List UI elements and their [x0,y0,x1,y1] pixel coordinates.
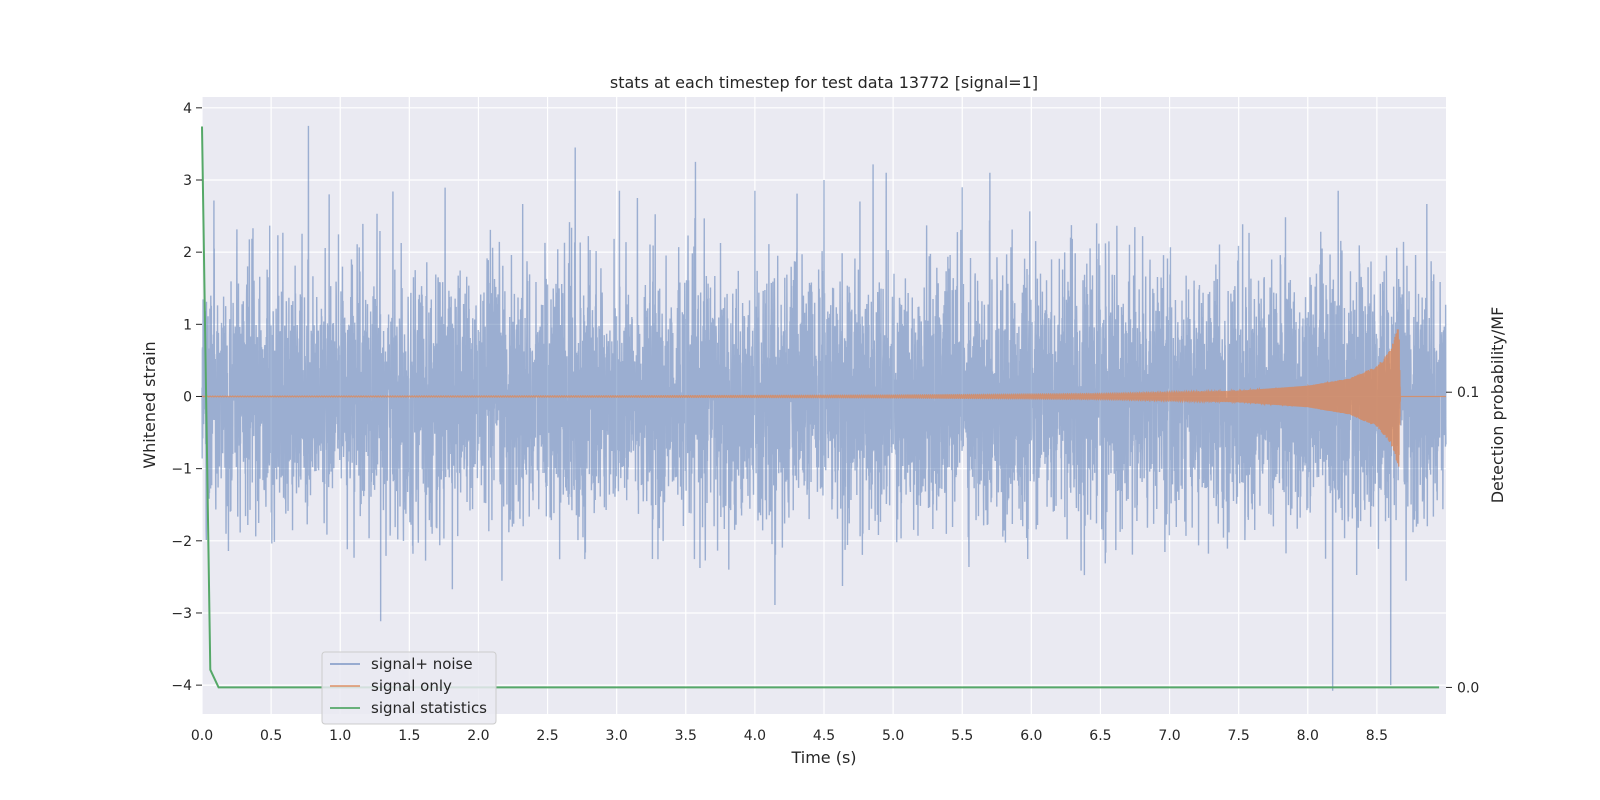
x-axis-label: Time (s) [790,748,856,767]
x-tick-label: 7.5 [1228,728,1250,744]
legend-label-signal-only: signal only [371,677,452,695]
x-tick-label: 8.0 [1297,728,1319,744]
legend: signal+ noise signal only signal statist… [321,651,497,725]
x-tick-label: 1.0 [329,728,351,744]
series-signal-statistics-line [201,126,1440,689]
x-tick-label: 2.0 [467,728,489,744]
y-tick-label: −4 [171,678,192,694]
x-tick-label: 0.5 [260,728,282,744]
x-tick-label: 0.0 [191,728,213,744]
y-tick-label: 2 [183,245,192,261]
x-tick-label: 6.0 [1020,728,1042,744]
y-tick-label: 1 [183,317,192,333]
x-tick-label: 3.0 [606,728,628,744]
x-tick-label: 4.5 [813,728,835,744]
y-tick-label: 0 [183,389,192,405]
legend-label-signal-noise: signal+ noise [371,655,473,673]
x-tick-label: 6.5 [1089,728,1111,744]
y-axis-label: Whitened strain [140,341,159,468]
legend-box [321,651,497,725]
y-tick-label: −1 [171,462,192,478]
x-tick-label: 2.5 [536,728,558,744]
x-tick-label: 3.5 [675,728,697,744]
x-tick-label: 8.5 [1366,728,1388,744]
y2-axis-label: Detection probability/MF [1488,307,1507,504]
x-tick-label: 4.0 [744,728,766,744]
y2-tick-label: 0.0 [1457,680,1479,696]
x-tick-label: 5.5 [951,728,973,744]
series-layer [201,125,1447,691]
axes: 0.0 0.5 1.0 1.5 2.0 2.5 3.0 3.5 4.0 4.5 5.0 5.5 6.0 6… [171,101,1479,744]
x-tick-label: 7.0 [1158,728,1180,744]
x-tick-label: 1.5 [398,728,420,744]
y2-tick-label: 0.1 [1457,385,1479,401]
series-signal-only-line [201,329,1446,467]
y-tick-label: −3 [171,606,192,622]
y-tick-label: −2 [171,534,192,550]
y-tick-label: 3 [183,173,192,189]
legend-label-signal-statistics: signal statistics [371,699,487,717]
chart-title: stats at each timestep for test data 137… [610,73,1038,92]
series-signal-noise-line [201,125,1447,691]
y-tick-label: 4 [183,101,192,117]
x-tick-label: 5.0 [882,728,904,744]
